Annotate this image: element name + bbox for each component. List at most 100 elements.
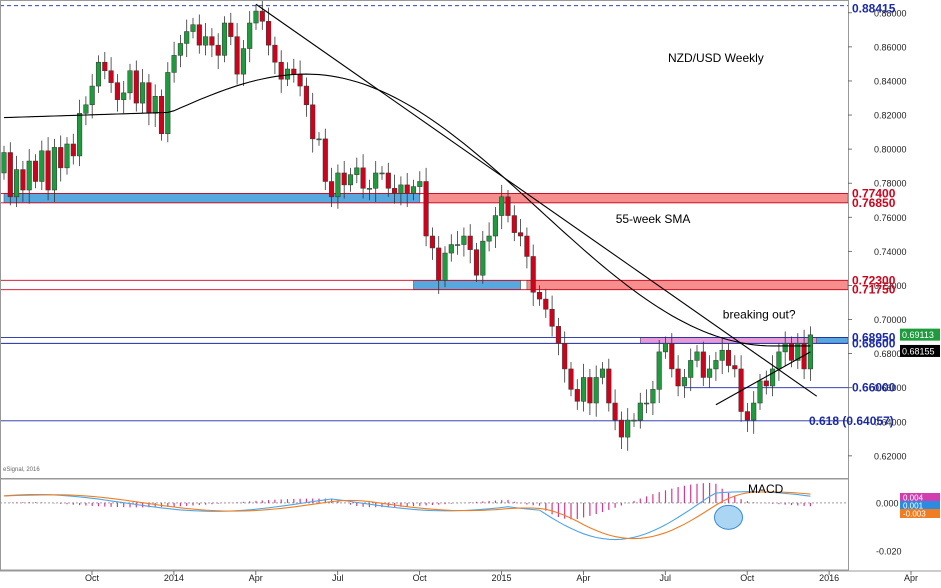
candle-body-89 [562, 343, 568, 370]
candle-48 [303, 77, 309, 117]
candle-body-45 [284, 68, 291, 80]
candle-body-79 [499, 196, 505, 216]
candle-29 [184, 19, 190, 58]
candle-94 [593, 365, 599, 417]
candle-body-19 [121, 92, 127, 100]
price-pane [0, 0, 848, 478]
candle-body-1 [7, 152, 13, 198]
price-tick-label-8: 0.72000 [874, 281, 907, 291]
level-label-5: 0.68950 [852, 330, 896, 344]
candle-body-41 [259, 10, 265, 22]
candle-body-38 [240, 48, 246, 75]
candle-55 [347, 167, 354, 192]
candle-body-49 [310, 104, 316, 140]
candle-body-26 [165, 72, 171, 135]
time-tick-label-7: Jul [660, 573, 672, 583]
candle-56 [354, 157, 360, 184]
candle-17 [108, 57, 114, 93]
price-tick-label-11: 0.66000 [874, 383, 907, 393]
candle-36 [228, 12, 234, 46]
candle-body-92 [581, 377, 587, 402]
candle-body-8 [51, 147, 57, 191]
candle-54 [341, 161, 347, 199]
candle-body-100 [631, 419, 637, 422]
price-badge-1: 0.68155 [902, 346, 935, 356]
level-label-2: 0.76850 [852, 196, 896, 210]
candle-body-82 [518, 232, 524, 237]
esignal-watermark: eSignal, 2016 [3, 467, 40, 473]
price-tick-label-4: 0.80000 [874, 145, 907, 155]
candle-body-43 [272, 44, 278, 63]
time-tick-label-10: Apr [904, 573, 918, 583]
candle-82 [518, 218, 524, 247]
candle-body-23 [146, 82, 152, 114]
price-tick-label-12: 0.64000 [874, 417, 907, 427]
candle-body-106 [669, 343, 675, 370]
macd-highlight-circle [714, 504, 743, 530]
candle-78 [492, 207, 498, 248]
candle-body-81 [511, 215, 517, 233]
candle-0 [1, 145, 7, 180]
candle-body-3 [20, 169, 26, 191]
candle-body-90 [568, 368, 574, 390]
candle-6 [39, 140, 45, 191]
candle-14 [89, 74, 95, 119]
candle-body-52 [329, 181, 335, 198]
price-tick-label-1: 0.86000 [874, 42, 907, 52]
candle-body-86 [543, 298, 549, 310]
macd-badge-2: -0.003 [903, 510, 926, 519]
candle-83 [524, 227, 530, 269]
candle-body-54 [341, 172, 347, 186]
macd-badge-1: 0.001 [903, 502, 924, 511]
candle-52 [329, 167, 335, 208]
candle-body-35 [221, 22, 228, 56]
candle-31 [196, 14, 202, 54]
candle-body-55 [347, 174, 354, 186]
zone-support-band-1 [3, 193, 421, 204]
candle-99 [625, 408, 631, 451]
candle-58 [366, 179, 372, 201]
level-label-1: 0.77400 [852, 186, 896, 200]
candle-67 [423, 167, 429, 247]
candle-93 [587, 368, 593, 415]
candle-28 [177, 34, 183, 68]
candle-13 [83, 96, 89, 126]
candle-body-61 [385, 172, 391, 189]
candle-body-85 [536, 292, 543, 300]
candle-body-44 [278, 61, 284, 80]
candle-25 [158, 89, 165, 141]
price-tick-label-0: 0.88000 [874, 8, 907, 18]
candle-20 [127, 63, 133, 100]
candle-12 [77, 99, 83, 167]
level-label-0: 0.88415 [852, 2, 896, 16]
candle-74 [467, 224, 473, 264]
candle-4 [26, 149, 32, 204]
candle-body-113 [713, 360, 719, 370]
candle-body-83 [524, 235, 530, 257]
time-tick-label-8: Oct [740, 573, 755, 583]
candle-body-29 [184, 31, 190, 44]
candle-body-123 [776, 351, 782, 370]
candle-33 [209, 28, 215, 58]
candle-8 [51, 138, 57, 202]
candle-body-80 [505, 196, 511, 216]
macd-badge-bg-1 [900, 501, 940, 510]
candle-body-18 [114, 82, 120, 100]
candle-103 [650, 380, 656, 415]
candle-81 [511, 205, 517, 242]
candle-body-74 [467, 235, 473, 250]
candle-7 [45, 137, 51, 201]
price-tick-label-9: 0.70000 [874, 315, 907, 325]
price-tick-label-6: 0.76000 [874, 213, 907, 223]
candle-body-119 [751, 402, 757, 421]
candle-110 [694, 345, 700, 368]
level-label-6: 0.68600 [852, 336, 896, 350]
candle-62 [392, 174, 398, 204]
chart-title: NZD/USD Weekly [668, 51, 764, 65]
candle-92 [581, 363, 587, 412]
price-tick-label-3: 0.82000 [874, 111, 907, 121]
candle-5 [32, 154, 39, 189]
candle-body-12 [77, 113, 83, 157]
candle-body-17 [108, 70, 114, 83]
